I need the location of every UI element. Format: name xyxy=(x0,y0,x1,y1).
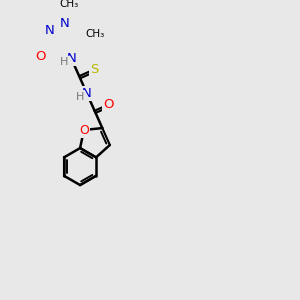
Text: H: H xyxy=(60,57,69,67)
Text: CH₃: CH₃ xyxy=(86,28,105,39)
Text: CH₃: CH₃ xyxy=(59,0,78,9)
Text: O: O xyxy=(79,124,89,136)
Text: N: N xyxy=(60,17,70,30)
Text: O: O xyxy=(103,98,113,111)
Text: H: H xyxy=(76,92,84,101)
Text: S: S xyxy=(90,63,98,76)
Text: N: N xyxy=(82,87,92,100)
Text: N: N xyxy=(45,24,55,37)
Text: O: O xyxy=(35,50,46,63)
Text: N: N xyxy=(67,52,76,65)
